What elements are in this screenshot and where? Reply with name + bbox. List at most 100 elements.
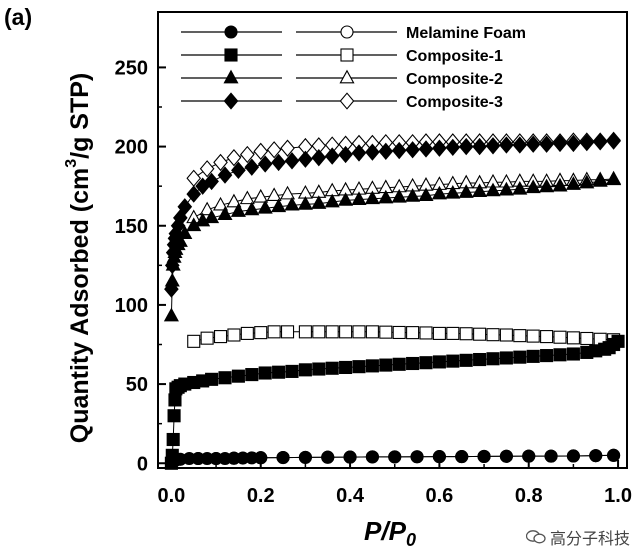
adsorption-point xyxy=(297,196,313,210)
adsorption-point xyxy=(431,185,447,200)
x-tick-label: 0.8 xyxy=(515,485,543,507)
adsorption-point xyxy=(217,166,233,184)
desorption-point xyxy=(473,327,487,341)
adsorption-point xyxy=(257,199,273,214)
legend-marker-desorption xyxy=(340,48,354,62)
legend-marker-adsorption xyxy=(223,92,239,110)
adsorption-point xyxy=(271,153,286,172)
adsorption-point xyxy=(343,450,357,464)
desorption-point xyxy=(267,325,281,339)
adsorption-point xyxy=(244,201,260,216)
desorption-point xyxy=(254,326,268,340)
adsorption-point xyxy=(552,134,568,153)
adsorption-point xyxy=(324,193,340,208)
desorption-point xyxy=(298,325,312,339)
adsorption-point xyxy=(498,181,514,196)
desorption-point xyxy=(339,325,353,339)
adsorption-point xyxy=(167,409,181,423)
adsorption-point xyxy=(312,362,326,376)
watermark: 高分子科技 xyxy=(525,525,630,549)
adsorption-point xyxy=(565,176,581,190)
desorption-point xyxy=(213,330,228,344)
adsorption-point xyxy=(526,349,540,363)
desorption-point xyxy=(253,188,269,203)
adsorption-point xyxy=(607,448,621,462)
adsorption-point xyxy=(472,183,488,198)
series-layer xyxy=(163,131,625,470)
adsorption-point xyxy=(473,352,487,367)
adsorption-point xyxy=(566,134,581,153)
y-tick-label: 100 xyxy=(115,295,148,317)
desorption-point xyxy=(392,325,406,340)
adsorption-point xyxy=(579,133,595,152)
y-tick-label: 250 xyxy=(115,57,148,79)
desorption-point xyxy=(432,326,446,340)
adsorption-point xyxy=(276,450,290,465)
desorption-point xyxy=(553,330,567,344)
adsorption-point xyxy=(553,348,567,362)
adsorption-point xyxy=(321,450,335,464)
adsorption-point xyxy=(365,143,380,161)
adsorption-point xyxy=(285,364,299,378)
adsorption-point xyxy=(406,356,420,371)
adsorption-point xyxy=(379,358,393,372)
legend-label: Composite-2 xyxy=(406,71,503,88)
adsorption-point xyxy=(205,372,219,386)
y-axis-label-main: Quantity Adsorbed (cm xyxy=(66,168,94,444)
adsorption-point xyxy=(539,178,555,193)
adsorption-point xyxy=(351,191,367,205)
adsorption-point xyxy=(611,334,625,348)
desorption-point xyxy=(580,331,594,346)
adsorption-point xyxy=(458,137,474,156)
adsorption-line xyxy=(170,179,614,317)
desorption-point xyxy=(499,328,513,342)
adsorption-point xyxy=(432,355,446,369)
adsorption-point xyxy=(499,449,513,463)
x-tick-label: 0.4 xyxy=(336,485,365,507)
desorption-point xyxy=(240,326,254,340)
adsorption-point xyxy=(579,174,595,189)
adsorption-point xyxy=(512,180,528,195)
plot-area-border xyxy=(157,11,628,469)
adsorption-point xyxy=(544,449,558,463)
adsorption-point xyxy=(378,142,394,160)
legend-marker-desorption xyxy=(340,25,354,39)
adsorption-point xyxy=(298,450,312,464)
adsorption-point xyxy=(254,451,268,465)
adsorption-point xyxy=(272,365,286,379)
x-tick-label: 0.2 xyxy=(247,485,275,507)
adsorption-point xyxy=(258,366,272,380)
x-axis-label-main: P/P xyxy=(364,516,407,546)
adsorption-point xyxy=(418,187,434,202)
x-tick-label: 0.6 xyxy=(425,485,453,507)
adsorption-point xyxy=(204,172,219,191)
adsorption-point xyxy=(405,188,421,202)
adsorption-point xyxy=(339,360,353,375)
adsorption-point xyxy=(418,140,434,158)
adsorption-point xyxy=(388,450,402,464)
adsorption-point xyxy=(552,177,568,192)
y-tick-label: 0 xyxy=(137,453,148,475)
series-0 xyxy=(165,448,621,469)
legend-marker-desorption xyxy=(339,92,355,110)
y-tick-label: 50 xyxy=(126,374,148,396)
adsorption-point xyxy=(606,132,621,150)
desorption-point xyxy=(486,328,500,342)
legend-marker-adsorption xyxy=(224,25,238,39)
legend: Melamine Foam Composite-1 Composite-2 Compo… xyxy=(181,25,526,111)
adsorption-point xyxy=(445,138,461,157)
adsorption-point xyxy=(589,449,603,463)
desorption-point xyxy=(365,325,379,339)
series-1 xyxy=(164,325,625,470)
y-tick-label: 200 xyxy=(115,137,148,159)
desorption-point xyxy=(266,187,282,202)
adsorption-point xyxy=(419,356,433,370)
adsorption-point xyxy=(391,188,407,203)
adsorption-point xyxy=(405,141,420,159)
adsorption-point xyxy=(432,139,447,157)
desorption-point xyxy=(226,193,242,208)
y-tick-label: 150 xyxy=(115,216,148,238)
desorption-point xyxy=(227,328,241,342)
adsorption-point xyxy=(204,209,220,224)
adsorption-point xyxy=(284,152,300,170)
